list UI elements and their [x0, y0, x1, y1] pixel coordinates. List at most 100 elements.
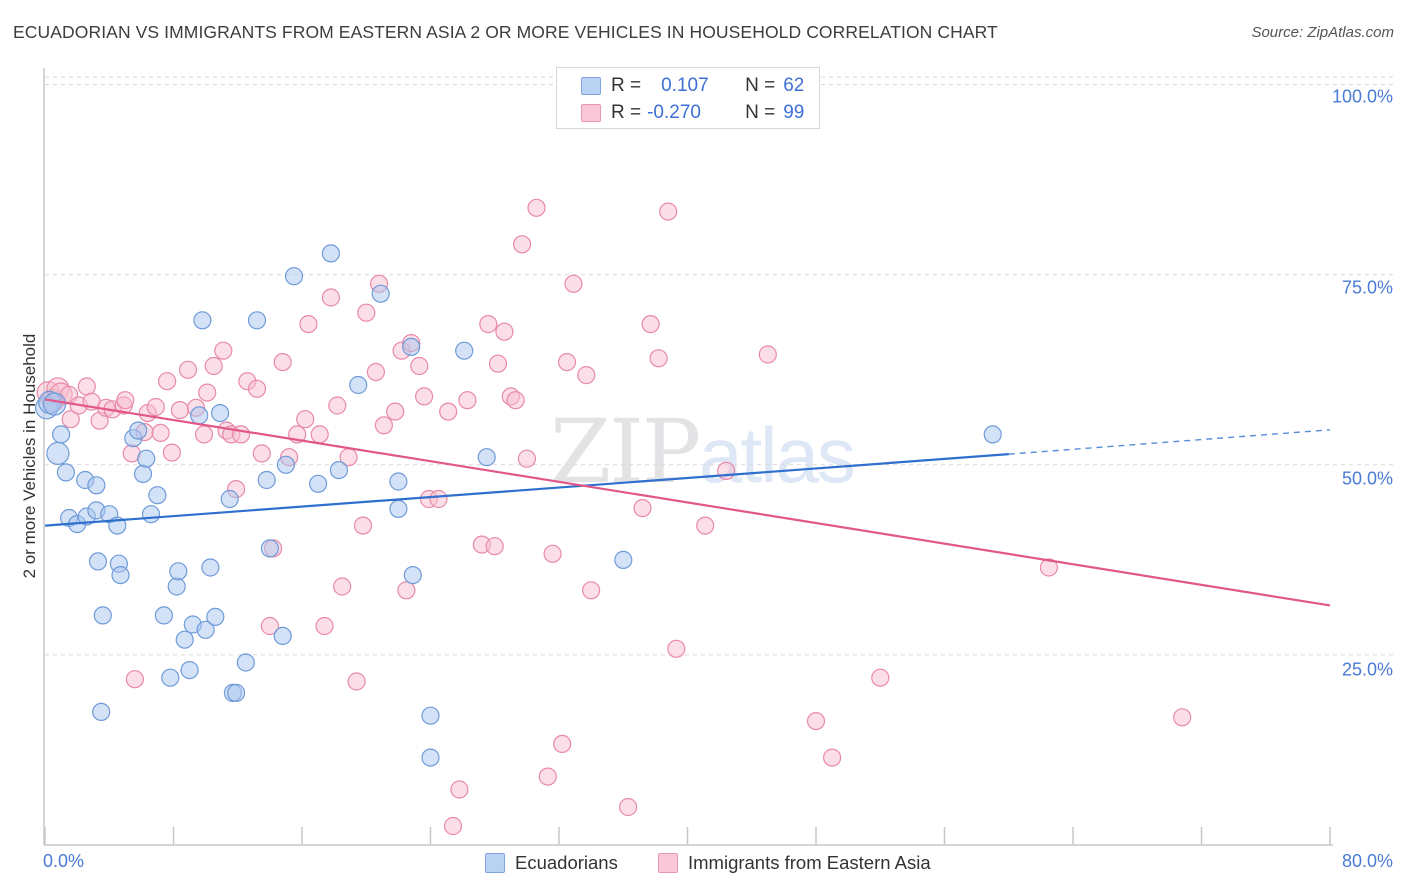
eastern-asia-point	[357, 303, 376, 322]
ecuadorian-point	[371, 284, 390, 303]
eastern-asia-point	[353, 516, 373, 535]
legend-swatch-blue	[581, 77, 601, 95]
eastern-asia-point	[659, 202, 678, 221]
eastern-asia-point	[296, 410, 315, 429]
eastern-asia-point	[649, 349, 668, 368]
eastern-asia-point	[198, 383, 217, 402]
ecuadorian-trend-line	[44, 453, 1009, 527]
eastern-asia-point	[506, 391, 525, 410]
eastern-asia-point	[397, 581, 416, 600]
eastern-asia-point	[822, 748, 842, 767]
eastern-asia-point	[77, 377, 96, 396]
legend-n-value: 62	[783, 75, 805, 96]
ecuadorian-point	[42, 392, 67, 416]
eastern-asia-point	[162, 443, 181, 462]
legend-label-ecuadorians: Ecuadorians	[515, 852, 618, 873]
ecuadorian-point	[88, 552, 108, 571]
source-note: Source: ZipAtlas.com	[1251, 24, 1394, 41]
legend-item-ecuadorians: Ecuadorians	[485, 852, 618, 874]
ecuadorian-point	[133, 464, 153, 483]
x-tick-label-0: 0.0%	[43, 851, 85, 871]
y-tick-label-75: 75.0%	[1341, 277, 1393, 298]
ecuadorian-point	[389, 472, 408, 491]
eastern-asia-point	[310, 425, 329, 444]
eastern-asia-point	[450, 780, 469, 799]
eastern-asia-point	[564, 274, 583, 293]
eastern-asia-point	[415, 387, 434, 406]
ecuadorian-point	[321, 244, 340, 263]
eastern-asia-point	[806, 711, 826, 731]
eastern-asia-trend-line	[44, 398, 1331, 607]
legend-item-eastern-asia: Immigrants from Eastern Asia	[658, 852, 931, 874]
eastern-asia-point	[543, 544, 562, 563]
eastern-asia-point	[633, 499, 652, 518]
legend-swatch-eastern-asia	[658, 853, 678, 873]
ecuadorian-point	[87, 476, 106, 495]
eastern-asia-point	[273, 353, 292, 372]
ecuadorian-point	[477, 448, 496, 467]
ecuadorian-point	[180, 660, 199, 680]
gridlines	[45, 76, 1393, 656]
eastern-asia-point	[151, 423, 170, 442]
eastern-asia-point	[374, 416, 393, 435]
eastern-asia-point	[194, 425, 214, 444]
ecuadorian-point	[421, 706, 440, 725]
eastern-asia-point	[158, 372, 177, 391]
eastern-asia-point	[641, 315, 660, 334]
ecuadorian-point	[201, 558, 220, 577]
eastern-asia-point	[247, 379, 267, 398]
ecuadorian-point	[257, 470, 276, 490]
legend-label-eastern-asia: Immigrants from Eastern Asia	[688, 852, 931, 873]
ecuadorian-point	[92, 702, 111, 722]
eastern-asia-point	[315, 616, 334, 636]
y-tick-label-100: 100.0%	[1331, 86, 1393, 107]
legend-row-eastern-asia: R = -0.270 N = 99	[581, 102, 804, 124]
ecuadorian-point	[93, 606, 112, 625]
ecuadorian-point	[141, 505, 161, 524]
legend-swatch-ecuadorians	[485, 853, 505, 873]
ecuadorian-point	[46, 441, 70, 465]
eastern-asia-point	[577, 366, 596, 385]
ecuadorian-point	[206, 607, 225, 627]
eastern-asia-point	[485, 537, 504, 556]
eastern-asia-point	[581, 581, 601, 600]
ecuadorian-point	[227, 683, 246, 703]
x-tick-label-80: 80.0%	[1341, 851, 1393, 871]
eastern-asia-point	[146, 397, 165, 417]
eastern-asia-point	[170, 401, 189, 420]
ecuadorian-point	[455, 341, 474, 360]
ecuadorian-point	[276, 455, 295, 474]
eastern-asia-point	[512, 235, 532, 254]
legend-n-value: 99	[783, 102, 805, 123]
ecuadorian-point	[129, 421, 148, 440]
eastern-asia-point	[716, 461, 736, 480]
eastern-asia-point	[1173, 708, 1192, 727]
eastern-asia-point	[1039, 558, 1059, 577]
y-axis-title: 2 or more Vehicles in Household	[20, 333, 39, 579]
y-tick-label-50: 50.0%	[1341, 468, 1393, 489]
legend-row-ecuadorians: R = 0.107 N = 62	[581, 75, 804, 97]
eastern-asia-point	[517, 449, 537, 468]
eastern-asia-point	[178, 360, 198, 379]
eastern-asia-point	[321, 288, 340, 307]
eastern-asia-point	[366, 362, 385, 382]
ecuadorian-point	[349, 375, 368, 395]
ecuadorian-point	[614, 550, 633, 570]
eastern-asia-point	[204, 356, 223, 376]
eastern-asia-point	[553, 734, 572, 754]
y-tick-label-25: 25.0%	[1341, 659, 1393, 680]
eastern-asia-point	[439, 402, 458, 421]
legend-r-label: R =	[611, 75, 642, 96]
eastern-asia-point	[538, 767, 557, 786]
ecuadorian-point	[193, 311, 212, 330]
ecuadorian-point	[389, 499, 408, 518]
ecuadorian-point	[161, 668, 180, 687]
eastern-asia-point	[696, 516, 715, 535]
ecuadorian-point	[175, 630, 194, 649]
ecuadorian-point	[56, 463, 76, 482]
ecuadorian-point	[236, 653, 255, 672]
eastern-asia-point	[116, 391, 135, 410]
watermark-atlas: atlas	[699, 411, 856, 499]
eastern-asia-point	[871, 668, 890, 687]
trend-lines	[44, 398, 1331, 607]
